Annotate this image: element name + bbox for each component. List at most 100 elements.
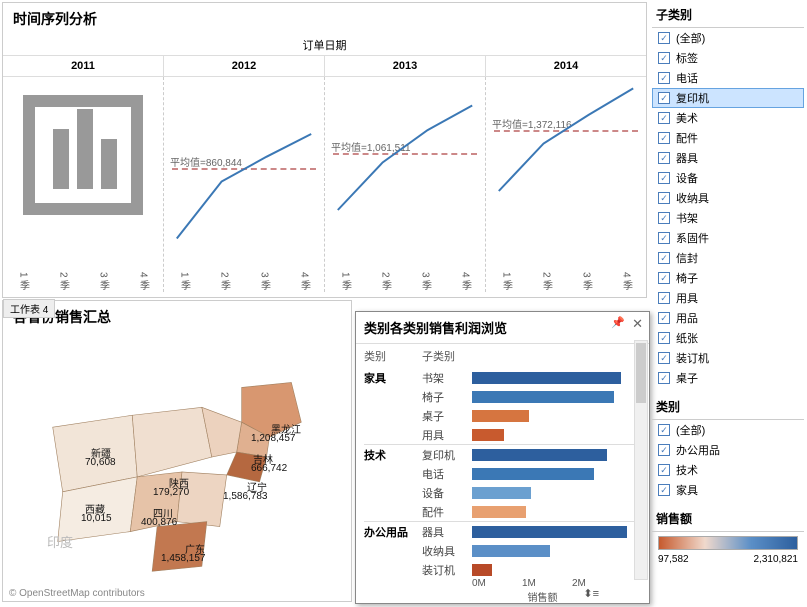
checkbox-icon[interactable]: ✓	[658, 372, 670, 384]
filter-item[interactable]: ✓电话	[652, 68, 804, 88]
year-header[interactable]: 2012	[164, 56, 325, 76]
popup-cat-label: 办公用品	[364, 524, 422, 540]
sb-cat-list: ✓(全部)✓办公用品✓技术✓家具	[652, 420, 804, 500]
map-data-label: 1,208,457	[251, 433, 296, 444]
popup-bar	[472, 449, 607, 461]
filter-label: 家具	[676, 482, 698, 498]
checkbox-icon[interactable]: ✓	[658, 192, 670, 204]
filter-item[interactable]: ✓ 椅子	[652, 268, 804, 288]
scrollbar[interactable]	[634, 340, 648, 580]
popup-bar	[472, 372, 621, 384]
popup-row[interactable]: 技术复印机	[356, 445, 649, 464]
checkbox-icon[interactable]: ✓	[658, 92, 670, 104]
checkbox-icon[interactable]: ✓	[658, 424, 670, 436]
col-category: 类别	[364, 348, 422, 364]
filter-item[interactable]: ✓设备	[652, 168, 804, 188]
checkbox-icon[interactable]: ✓	[658, 332, 670, 344]
filter-item[interactable]: ✓书架	[652, 208, 804, 228]
filter-item[interactable]: ✓复印机	[652, 88, 804, 108]
map-tab[interactable]: 工作表 4	[3, 299, 55, 318]
popup-headers: 类别 子类别	[356, 344, 649, 368]
filter-item[interactable]: ✓ 系固件	[652, 228, 804, 248]
filter-item[interactable]: ✓(全部)	[652, 420, 804, 440]
ts-subpanel[interactable]: 平均值=860,8441 季2 季3 季4 季	[164, 77, 325, 292]
filter-item[interactable]: ✓ (全部)	[652, 28, 804, 48]
filter-item[interactable]: ✓ 器具	[652, 148, 804, 168]
popup-cat-label: 技术	[364, 447, 422, 463]
close-icon[interactable]: ✕	[632, 316, 643, 332]
popup-row[interactable]: 配件	[356, 502, 649, 521]
sales-grad-labels: 97,582 2,310,821	[652, 554, 804, 565]
scroll-thumb[interactable]	[636, 343, 646, 403]
checkbox-icon[interactable]: ✓	[658, 272, 670, 284]
popup-subcat-label: 器具	[422, 524, 472, 540]
checkbox-icon[interactable]: ✓	[658, 232, 670, 244]
checkbox-icon[interactable]: ✓	[658, 352, 670, 364]
map-data-label: 1,586,783	[223, 491, 268, 502]
popup-cat-label: 家具	[364, 370, 422, 386]
sb-sub-list: ✓(全部)✓标签✓电话✓复印机✓美术✓配件✓器具✓设备✓收纳具✓书架✓系固件✓信…	[652, 28, 804, 388]
filter-label: 系固件	[676, 230, 709, 246]
popup-row[interactable]: 用具	[356, 425, 649, 444]
filter-item[interactable]: ✓配件	[652, 128, 804, 148]
india-label: 印度	[47, 532, 73, 551]
checkbox-icon[interactable]: ✓	[658, 132, 670, 144]
checkbox-icon[interactable]: ✓	[658, 152, 670, 164]
ts-subpanel[interactable]: 平均值=1,061,5111 季2 季3 季4 季	[325, 77, 486, 292]
checkbox-icon[interactable]: ✓	[658, 172, 670, 184]
filter-label: 椅子	[676, 270, 698, 286]
filter-label: 装订机	[676, 350, 709, 366]
map-canvas[interactable]: 印度 黑龙江1,208,457吉林666,742新疆70,608辽宁1,586,…	[3, 327, 351, 587]
popup-row[interactable]: 收纳具	[356, 541, 649, 560]
filter-item[interactable]: ✓用品	[652, 308, 804, 328]
checkbox-icon[interactable]: ✓	[658, 464, 670, 476]
checkbox-icon[interactable]: ✓	[658, 212, 670, 224]
filter-item[interactable]: ✓纸张	[652, 328, 804, 348]
year-header[interactable]: 2011	[3, 56, 164, 76]
sort-icon[interactable]: ⬍≡	[583, 587, 599, 600]
popup-row[interactable]: 装订机	[356, 560, 649, 578]
filter-item[interactable]: ✓办公用品	[652, 440, 804, 460]
sb-sub-title: 子类别	[652, 2, 804, 28]
popup-row[interactable]: 桌子	[356, 406, 649, 425]
year-header[interactable]: 2014	[486, 56, 646, 76]
ts-year-row: 2011201220132014	[3, 55, 646, 77]
checkbox-icon[interactable]: ✓	[658, 292, 670, 304]
popup-row[interactable]: 椅子	[356, 387, 649, 406]
filter-item[interactable]: ✓标签	[652, 48, 804, 68]
filter-item[interactable]: ✓ 技术	[652, 460, 804, 480]
sales-gradient[interactable]	[658, 536, 798, 550]
filter-label: 技术	[676, 462, 698, 478]
popup-row[interactable]: 电话	[356, 464, 649, 483]
checkbox-icon[interactable]: ✓	[658, 252, 670, 264]
filter-item[interactable]: ✓桌子	[652, 368, 804, 388]
checkbox-icon[interactable]: ✓	[658, 72, 670, 84]
filter-label: (全部)	[676, 30, 705, 46]
filter-item[interactable]: ✓用具	[652, 288, 804, 308]
popup-bar	[472, 526, 627, 538]
ts-subpanel[interactable]: 1 季2 季3 季4 季	[3, 77, 164, 292]
filter-label: 美术	[676, 110, 698, 126]
popup-bar	[472, 391, 614, 403]
filter-item[interactable]: ✓ 美术	[652, 108, 804, 128]
filter-item[interactable]: ✓ 家具	[652, 480, 804, 500]
popup-row[interactable]: 办公用品器具	[356, 522, 649, 541]
map-data-label: 1,458,157	[161, 553, 206, 564]
pin-icon[interactable]: 📌	[611, 316, 625, 329]
popup-row[interactable]: 设备	[356, 483, 649, 502]
ts-subpanel[interactable]: 平均值=1,372,1161 季2 季3 季4 季	[486, 77, 646, 292]
checkbox-icon[interactable]: ✓	[658, 52, 670, 64]
time-series-panel: 时间序列分析 订单日期 2011201220132014 1 季2 季3 季4 …	[2, 2, 647, 298]
filter-item[interactable]: ✓收纳具	[652, 188, 804, 208]
checkbox-icon[interactable]: ✓	[658, 32, 670, 44]
year-header[interactable]: 2013	[325, 56, 486, 76]
popup-subcat-label: 书架	[422, 370, 472, 386]
checkbox-icon[interactable]: ✓	[658, 444, 670, 456]
checkbox-icon[interactable]: ✓	[658, 112, 670, 124]
checkbox-icon[interactable]: ✓	[658, 484, 670, 496]
filter-item[interactable]: ✓信封	[652, 248, 804, 268]
filter-label: 器具	[676, 150, 698, 166]
filter-item[interactable]: ✓ 装订机	[652, 348, 804, 368]
popup-row[interactable]: 家具书架	[356, 368, 649, 387]
checkbox-icon[interactable]: ✓	[658, 312, 670, 324]
